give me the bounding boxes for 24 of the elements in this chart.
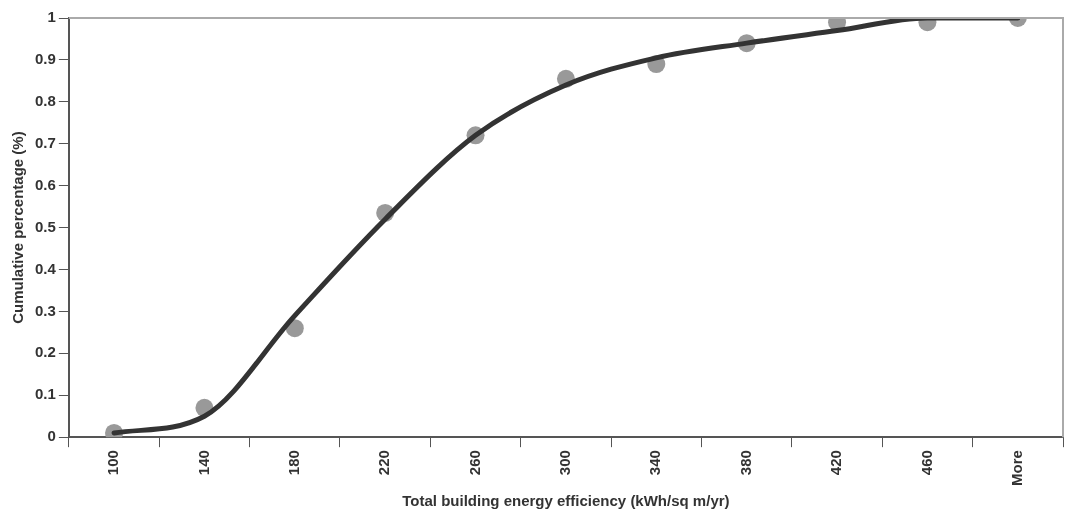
y-tick-label: 0.2 (34, 343, 56, 361)
y-tick-label: 0.8 (34, 91, 56, 109)
x-tick-label: 300 (556, 450, 574, 476)
x-tick-label: 340 (646, 450, 664, 476)
y-tick-label: 0.1 (34, 385, 56, 403)
y-tick-label: 1 (47, 8, 56, 26)
y-tick-label: 0 (47, 427, 56, 445)
x-tick-label: 420 (827, 450, 845, 476)
y-tick-label: 0.7 (34, 133, 56, 151)
y-tick-label: 0.5 (34, 217, 56, 235)
y-tick-label: 0.3 (34, 301, 56, 319)
x-tick-label: 460 (917, 450, 935, 476)
x-tick-label: 100 (104, 450, 122, 476)
x-axis-title: Total building energy efficiency (kWh/sq m/yr) (402, 492, 730, 510)
y-tick-label: 0.6 (34, 175, 56, 193)
y-tick-label: 0.4 (34, 259, 57, 277)
x-tick-label: 380 (736, 450, 754, 476)
x-tick-label: 180 (284, 450, 302, 476)
y-axis-title: Cumulative percentage (%) (9, 131, 27, 324)
x-tick-label: 220 (375, 450, 393, 476)
x-tick-label: More (1007, 450, 1025, 487)
x-tick-label: 260 (465, 450, 483, 476)
y-tick-label: 0.9 (34, 50, 56, 68)
x-tick-label: 140 (194, 450, 212, 476)
